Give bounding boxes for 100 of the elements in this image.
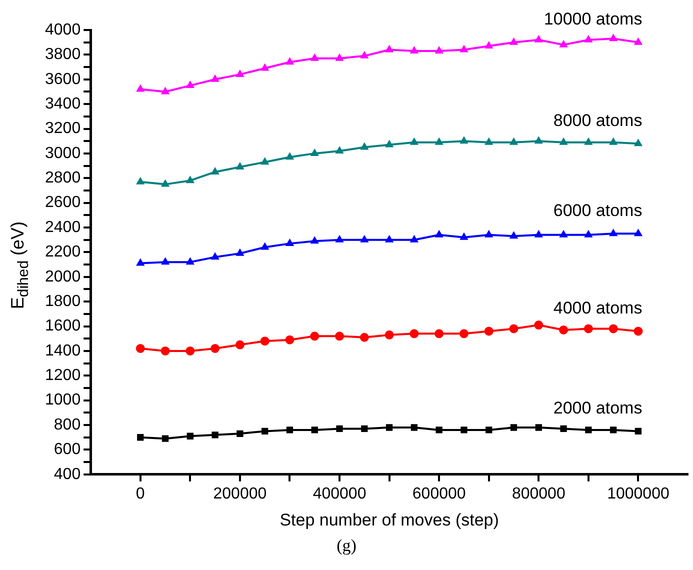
y-tick-label: 2000 — [45, 268, 81, 286]
point — [336, 146, 344, 154]
point — [634, 229, 642, 236]
y-tick-label: 600 — [54, 441, 81, 458]
point — [410, 329, 419, 338]
point — [136, 258, 144, 266]
point — [186, 346, 195, 356]
point — [386, 424, 393, 431]
x-tick-label: 1000000 — [607, 485, 670, 502]
point — [560, 40, 568, 48]
point — [310, 332, 320, 341]
y-tick-label: 2600 — [45, 194, 81, 212]
point — [609, 138, 618, 145]
point — [509, 324, 518, 334]
point — [186, 432, 194, 440]
point — [211, 167, 220, 174]
series-label: 10000 atoms — [544, 10, 642, 29]
text: (g) — [336, 536, 358, 556]
y-tick-label: 2800 — [45, 170, 81, 187]
point — [286, 152, 294, 160]
point — [360, 332, 369, 342]
y-tick-label: 400 — [54, 466, 81, 483]
x-tick-label: 800000 — [512, 485, 566, 502]
y-tick-label: 3600 — [45, 70, 81, 88]
point — [584, 35, 592, 42]
point — [260, 64, 269, 71]
series-label: 8000 atoms — [553, 110, 642, 130]
point — [634, 38, 642, 45]
point — [484, 138, 493, 145]
point — [410, 424, 418, 431]
point — [484, 326, 494, 336]
point — [484, 42, 493, 49]
x-tick-label: 0 — [136, 485, 145, 502]
point — [410, 138, 418, 145]
point — [484, 230, 493, 238]
point — [410, 46, 418, 54]
point — [384, 330, 394, 340]
point — [534, 230, 543, 238]
point — [136, 84, 144, 92]
point — [336, 425, 343, 432]
point — [286, 239, 294, 246]
point — [310, 148, 319, 156]
point — [559, 325, 568, 334]
point — [186, 258, 194, 265]
point — [584, 230, 592, 238]
point — [585, 426, 592, 434]
point — [535, 424, 542, 431]
point — [460, 426, 468, 434]
point — [510, 38, 518, 45]
point — [486, 426, 492, 434]
point — [236, 70, 244, 77]
point — [435, 46, 444, 54]
y-tick-label: 2200 — [45, 244, 81, 261]
point — [634, 139, 642, 146]
point — [459, 329, 468, 338]
x-axis-title: Step number of moves (step) — [280, 510, 499, 530]
point — [534, 320, 544, 330]
point — [136, 344, 145, 353]
point — [236, 430, 244, 437]
point — [634, 428, 642, 435]
point — [609, 229, 618, 236]
point — [560, 138, 568, 145]
point — [385, 235, 394, 242]
point — [310, 54, 319, 61]
point — [385, 45, 394, 52]
point — [410, 235, 418, 242]
y-tick-label: 3200 — [45, 120, 81, 138]
point — [137, 434, 144, 441]
y-tick-label: 1400 — [45, 342, 81, 360]
point — [436, 426, 442, 434]
point — [236, 248, 244, 256]
point — [235, 340, 244, 350]
point — [360, 235, 368, 242]
y-tick-label: 3000 — [45, 144, 81, 162]
point — [260, 336, 270, 346]
point — [260, 242, 269, 250]
point — [534, 136, 543, 144]
point — [584, 138, 592, 145]
point — [286, 426, 294, 434]
y-tick-label: 4000 — [45, 21, 81, 38]
point — [609, 34, 618, 42]
x-tick-label: 200000 — [213, 485, 267, 502]
point — [136, 177, 144, 184]
y-tick-label: 1600 — [45, 318, 81, 335]
point — [560, 230, 568, 238]
point — [584, 324, 593, 334]
point — [361, 425, 368, 432]
point — [211, 252, 220, 260]
y-tick-label: 2400 — [45, 218, 81, 236]
point — [610, 426, 617, 434]
y-tick-label: 800 — [54, 416, 81, 434]
x-tick-label: 600000 — [412, 485, 466, 502]
y-tick-label: 1800 — [45, 292, 81, 310]
point — [285, 335, 294, 344]
point — [435, 230, 444, 238]
point — [212, 432, 218, 438]
point — [336, 235, 344, 242]
point — [236, 162, 244, 170]
point — [311, 426, 318, 434]
x-tick-label: 400000 — [312, 485, 366, 502]
